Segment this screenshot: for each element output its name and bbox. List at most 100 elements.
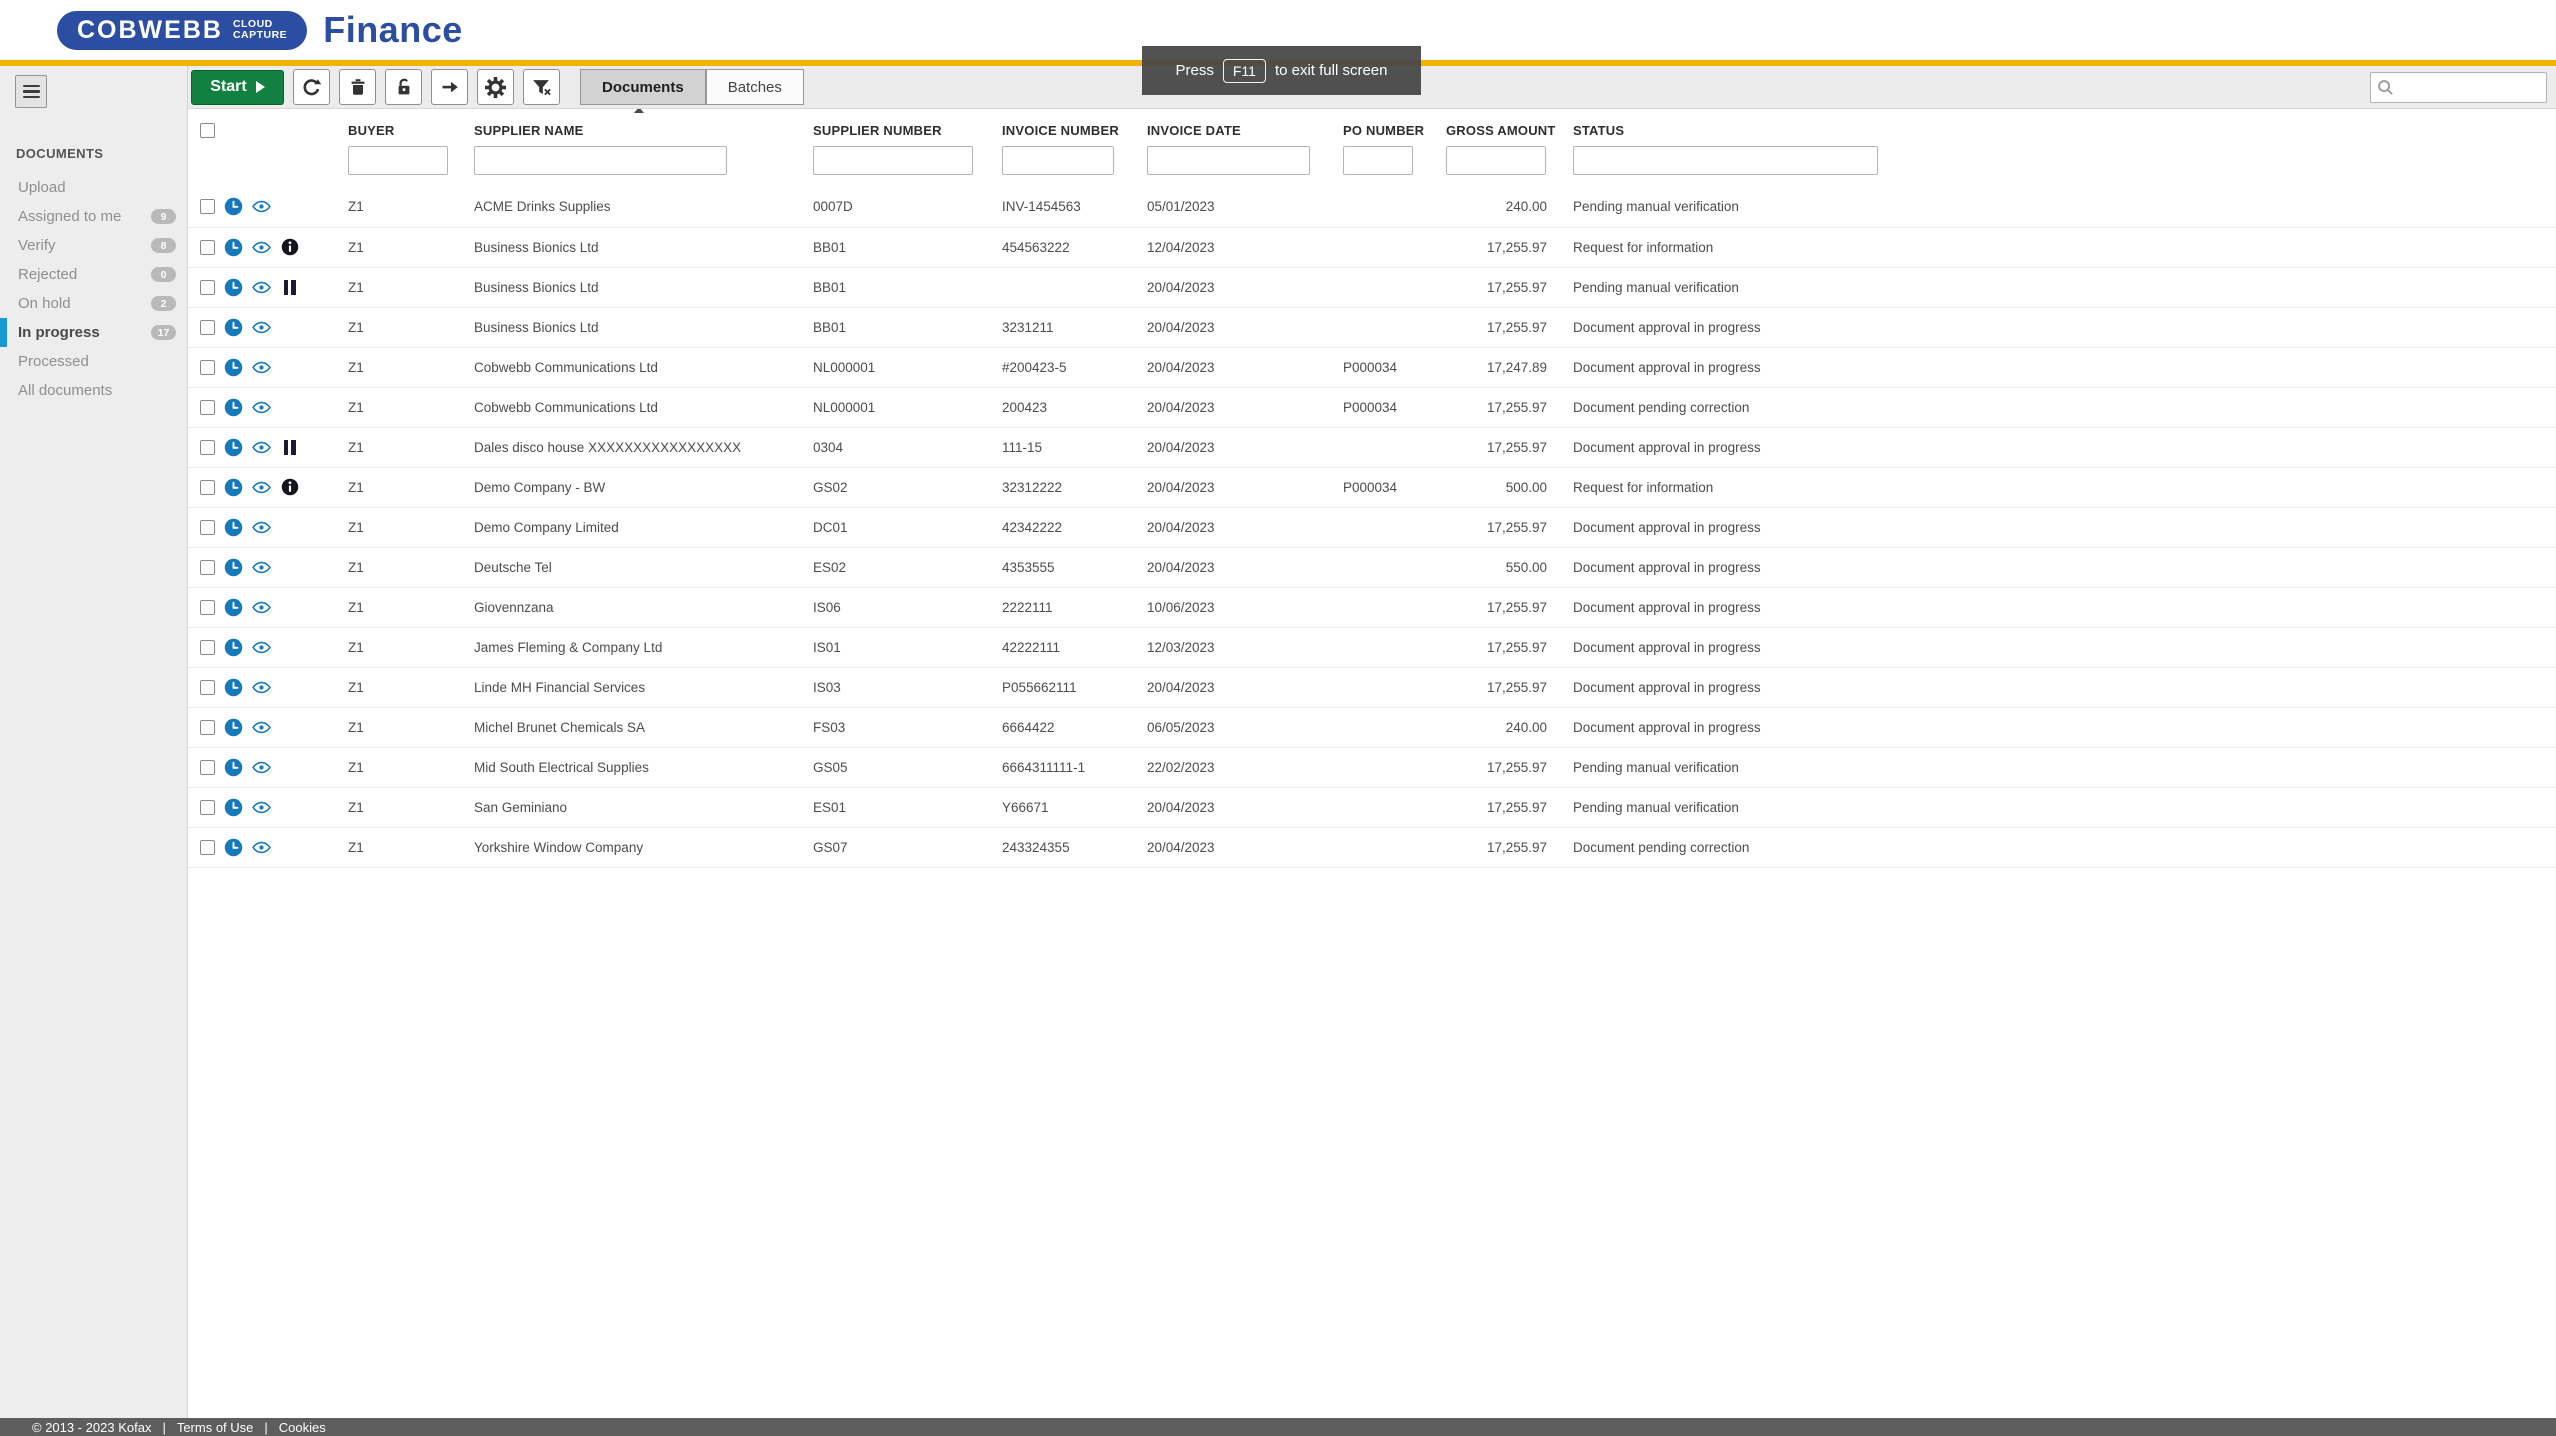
document-row[interactable]: Z1 Demo Company Limited DC01 42342222 20… <box>188 507 2556 547</box>
row-checkbox[interactable] <box>200 599 215 615</box>
column-header-po-number[interactable]: PO NUMBER <box>1343 123 1425 138</box>
pending-clock-button[interactable] <box>224 238 243 257</box>
row-checkbox[interactable] <box>200 399 215 415</box>
row-checkbox[interactable] <box>200 559 215 575</box>
document-row[interactable]: Z1 Business Bionics Ltd BB01 3231211 20/… <box>188 307 2556 347</box>
filter-po-number-input[interactable] <box>1343 146 1413 175</box>
preview-eye-button[interactable] <box>252 238 271 257</box>
sidebar-item[interactable]: Verify 8 <box>0 231 187 260</box>
row-checkbox[interactable] <box>200 279 215 295</box>
row-checkbox[interactable] <box>200 199 215 215</box>
pending-clock-button[interactable] <box>224 398 243 417</box>
document-row[interactable]: Z1 Giovennzana IS06 2222111 10/06/2023 1… <box>188 587 2556 627</box>
filter-supplier-name-input[interactable] <box>474 146 727 175</box>
column-header-supplier-name[interactable]: SUPPLIER NAME <box>474 109 813 140</box>
row-checkbox[interactable] <box>200 439 215 455</box>
document-row[interactable]: Z1 Michel Brunet Chemicals SA FS03 66644… <box>188 707 2556 747</box>
row-checkbox[interactable] <box>200 319 215 335</box>
document-row[interactable]: Z1 ACME Drinks Supplies 0007D INV-145456… <box>188 187 2556 227</box>
preview-eye-button[interactable] <box>252 838 271 857</box>
column-header-status[interactable]: STATUS <box>1573 123 1625 138</box>
preview-eye-button[interactable] <box>252 358 271 377</box>
preview-eye-button[interactable] <box>252 798 271 817</box>
preview-eye-button[interactable] <box>252 598 271 617</box>
row-checkbox[interactable] <box>200 759 215 775</box>
pending-clock-button[interactable] <box>224 358 243 377</box>
pending-clock-button[interactable] <box>224 678 243 697</box>
preview-eye-button[interactable] <box>252 398 271 417</box>
pending-clock-button[interactable] <box>224 598 243 617</box>
row-checkbox[interactable] <box>200 479 215 495</box>
column-header-invoice-number[interactable]: INVOICE NUMBER <box>1002 123 1119 138</box>
column-header-supplier-number[interactable]: SUPPLIER NUMBER <box>813 123 942 138</box>
row-checkbox[interactable] <box>200 719 215 735</box>
view-tab[interactable]: Documents <box>580 69 706 105</box>
forward-button[interactable] <box>431 69 468 105</box>
document-row[interactable]: Z1 James Fleming & Company Ltd IS01 4222… <box>188 627 2556 667</box>
start-button[interactable]: Start <box>191 69 284 105</box>
sidebar-item[interactable]: Upload <box>0 173 187 202</box>
preview-eye-button[interactable] <box>252 558 271 577</box>
on-hold-indicator[interactable] <box>280 278 299 297</box>
preview-eye-button[interactable] <box>252 638 271 657</box>
info-indicator[interactable] <box>280 478 299 497</box>
footer-link[interactable]: Terms of Use <box>176 1419 254 1435</box>
preview-eye-button[interactable] <box>252 718 271 737</box>
row-checkbox[interactable] <box>200 839 215 855</box>
pending-clock-button[interactable] <box>224 838 243 857</box>
document-row[interactable]: Z1 Demo Company - BW GS02 32312222 20/04… <box>188 467 2556 507</box>
row-checkbox[interactable] <box>200 799 215 815</box>
preview-eye-button[interactable] <box>252 197 271 216</box>
footer-link[interactable]: Cookies <box>278 1419 326 1435</box>
document-row[interactable]: Z1 Mid South Electrical Supplies GS05 66… <box>188 747 2556 787</box>
document-row[interactable]: Z1 Dales disco house XXXXXXXXXXXXXXXXX 0… <box>188 427 2556 467</box>
unlock-button[interactable] <box>385 69 422 105</box>
filter-status-input[interactable] <box>1573 146 1878 175</box>
pending-clock-button[interactable] <box>224 478 243 497</box>
sidebar-item[interactable]: On hold 2 <box>0 289 187 318</box>
preview-eye-button[interactable] <box>252 438 271 457</box>
document-row[interactable]: Z1 Cobwebb Communications Ltd NL000001 2… <box>188 387 2556 427</box>
document-row[interactable]: Z1 Deutsche Tel ES02 4353555 20/04/2023 … <box>188 547 2556 587</box>
preview-eye-button[interactable] <box>252 758 271 777</box>
document-row[interactable]: Z1 Cobwebb Communications Ltd NL000001 #… <box>188 347 2556 387</box>
document-row[interactable]: Z1 Yorkshire Window Company GS07 2433243… <box>188 827 2556 867</box>
sidebar-item[interactable]: Processed <box>0 347 187 376</box>
clear-filter-button[interactable] <box>523 69 560 105</box>
preview-eye-button[interactable] <box>252 678 271 697</box>
document-row[interactable]: Z1 San Geminiano ES01 Y66671 20/04/2023 … <box>188 787 2556 827</box>
pending-clock-button[interactable] <box>224 438 243 457</box>
search-input[interactable] <box>2399 78 2540 96</box>
column-header-invoice-date[interactable]: INVOICE DATE <box>1147 123 1241 138</box>
filter-buyer-input[interactable] <box>348 146 448 175</box>
menu-toggle-button[interactable] <box>15 75 47 108</box>
row-checkbox[interactable] <box>200 639 215 655</box>
pending-clock-button[interactable] <box>224 798 243 817</box>
pending-clock-button[interactable] <box>224 278 243 297</box>
sidebar-item[interactable]: In progress 17 <box>0 318 187 347</box>
pending-clock-button[interactable] <box>224 197 243 216</box>
preview-eye-button[interactable] <box>252 478 271 497</box>
column-header-buyer[interactable]: BUYER <box>348 123 395 138</box>
document-row[interactable]: Z1 Business Bionics Ltd BB01 454563222 1… <box>188 227 2556 267</box>
view-tab[interactable]: Batches <box>705 69 804 105</box>
preview-eye-button[interactable] <box>252 278 271 297</box>
refresh-button[interactable] <box>293 69 330 105</box>
sidebar-item[interactable]: Rejected 0 <box>0 260 187 289</box>
column-header-gross-amount[interactable]: GROSS AMOUNT <box>1446 123 1556 138</box>
preview-eye-button[interactable] <box>252 318 271 337</box>
sidebar-item[interactable]: All documents <box>0 376 187 405</box>
document-row[interactable]: Z1 Business Bionics Ltd BB01 20/04/2023 … <box>188 267 2556 307</box>
filter-supplier-number-input[interactable] <box>813 146 973 175</box>
pending-clock-button[interactable] <box>224 558 243 577</box>
pending-clock-button[interactable] <box>224 758 243 777</box>
sidebar-item[interactable]: Assigned to me 9 <box>0 202 187 231</box>
filter-invoice-date-input[interactable] <box>1147 146 1310 175</box>
document-row[interactable]: Z1 Linde MH Financial Services IS03 P055… <box>188 667 2556 707</box>
filter-invoice-number-input[interactable] <box>1002 146 1114 175</box>
info-indicator[interactable] <box>280 238 299 257</box>
select-all-checkbox[interactable] <box>200 123 215 138</box>
pending-clock-button[interactable] <box>224 318 243 337</box>
on-hold-indicator[interactable] <box>280 438 299 457</box>
row-checkbox[interactable] <box>200 679 215 695</box>
